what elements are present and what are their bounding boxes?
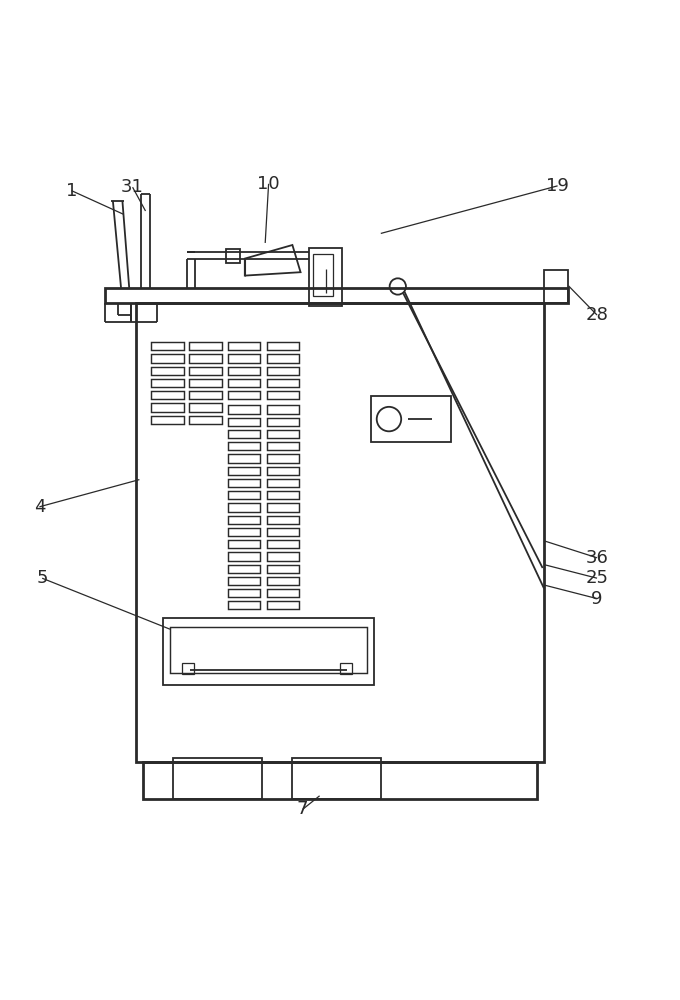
Bar [267, 503, 299, 512]
Bar [228, 467, 260, 475]
Bar [228, 528, 260, 536]
Bar [228, 430, 260, 438]
Text: 28: 28 [585, 306, 609, 324]
Bar [228, 367, 260, 375]
Bar [267, 430, 299, 438]
Bar [267, 467, 299, 475]
Bar [267, 479, 299, 487]
Bar [267, 528, 299, 536]
Bar [228, 577, 260, 585]
Text: 19: 19 [546, 177, 569, 195]
Bar [228, 391, 260, 399]
Bar [189, 403, 222, 412]
Bar [182, 663, 194, 674]
Bar [189, 391, 222, 399]
Bar [544, 270, 568, 303]
Text: 4: 4 [34, 498, 45, 516]
Bar [189, 367, 222, 375]
Bar [267, 565, 299, 573]
Bar [228, 454, 260, 463]
Text: 31: 31 [121, 178, 144, 196]
Bar [136, 303, 544, 762]
Text: 10: 10 [257, 175, 280, 193]
Bar [189, 416, 222, 424]
Bar [189, 342, 222, 350]
Bar [267, 601, 299, 609]
Bar [228, 516, 260, 524]
Bar [267, 418, 299, 426]
Bar [151, 354, 184, 363]
Bar [267, 367, 299, 375]
Bar [267, 491, 299, 499]
Bar [173, 758, 262, 799]
Bar [228, 418, 260, 426]
Bar [228, 565, 260, 573]
Text: 36: 36 [585, 549, 609, 567]
Bar [163, 618, 374, 685]
Bar [340, 663, 352, 674]
Bar [228, 503, 260, 512]
Bar [228, 601, 260, 609]
Bar [228, 589, 260, 597]
Bar [228, 552, 260, 561]
Bar [267, 552, 299, 561]
Bar [313, 254, 333, 296]
Bar [228, 540, 260, 548]
Bar [151, 391, 184, 399]
Text: 7: 7 [297, 800, 308, 818]
Bar [267, 516, 299, 524]
Bar [151, 416, 184, 424]
Bar [228, 479, 260, 487]
Bar [267, 454, 299, 463]
Bar [267, 379, 299, 387]
Bar [228, 354, 260, 363]
Bar [309, 248, 342, 306]
Bar [267, 577, 299, 585]
Bar [292, 758, 381, 799]
Bar [267, 540, 299, 548]
Bar [228, 379, 260, 387]
Text: 1: 1 [66, 182, 77, 200]
Bar [151, 342, 184, 350]
Bar [228, 491, 260, 499]
Bar [226, 249, 240, 263]
Bar [267, 354, 299, 363]
Bar [189, 379, 222, 387]
Bar [151, 403, 184, 412]
Bar [228, 342, 260, 350]
Bar [267, 442, 299, 450]
Bar [189, 354, 222, 363]
Bar [151, 367, 184, 375]
Bar [143, 762, 537, 799]
Bar [151, 379, 184, 387]
Bar [371, 396, 451, 442]
Text: 5: 5 [37, 569, 48, 587]
Bar [170, 627, 367, 673]
Bar [228, 405, 260, 414]
Bar [105, 288, 568, 303]
Bar [267, 391, 299, 399]
Text: 25: 25 [585, 569, 609, 587]
Text: 9: 9 [592, 590, 602, 608]
Bar [267, 589, 299, 597]
Bar [228, 442, 260, 450]
Bar [267, 342, 299, 350]
Bar [267, 405, 299, 414]
